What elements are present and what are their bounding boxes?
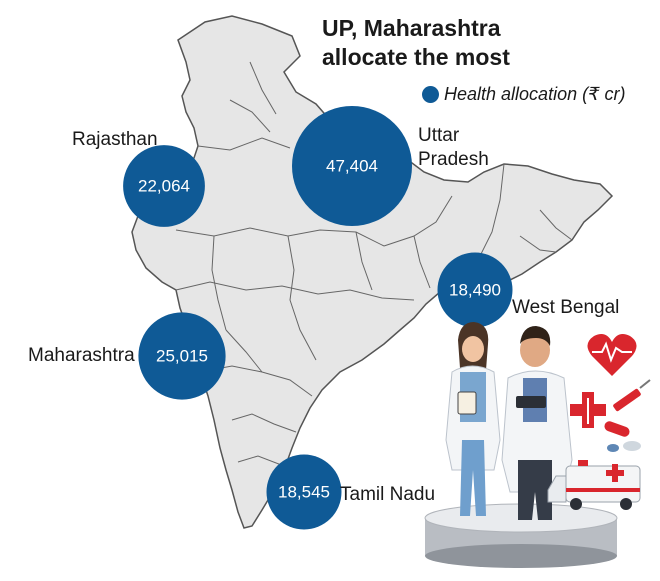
bubble-circle-uttar-pradesh [292, 106, 412, 226]
syringe-icon [613, 379, 651, 412]
state-label-west-bengal: West Bengal [512, 297, 620, 318]
legend-dot-icon [422, 86, 439, 103]
title-line-2: allocate the most [322, 44, 510, 70]
india-outline [131, 15, 614, 529]
state-borders [175, 61, 573, 467]
bubble-maharashtra: 25,015 [138, 312, 226, 400]
bubble-value-maharashtra: 25,015 [156, 346, 208, 365]
bubble-value-rajasthan: 22,064 [138, 176, 190, 195]
legend: Health allocation (₹ cr) [422, 84, 626, 105]
bubble-circle-rajasthan [123, 145, 205, 227]
doctor-female-icon [445, 322, 501, 516]
bubble-circle-west-bengal [437, 252, 513, 328]
medical-cross-icon [570, 392, 606, 428]
bubble-tamil-nadu: 18,545 [266, 454, 342, 530]
state-label-tamil-nadu: Tamil Nadu [340, 484, 436, 505]
pedestal-icon [424, 503, 618, 568]
state-label-uttar-pradesh: Uttar Pradesh [418, 125, 489, 170]
bubble-value-west-bengal: 18,490 [449, 280, 501, 299]
bubble-uttar-pradesh: 47,404 [292, 106, 412, 226]
bubble-circle-tamil-nadu [266, 454, 342, 530]
ambulance-icon [547, 460, 641, 510]
bubbles-layer: 47,404 25,015 22,064 18,545 18,490 [123, 106, 513, 530]
title-line-1: UP, Maharashtra [322, 15, 501, 41]
bubble-rajasthan: 22,064 [123, 145, 205, 227]
bubble-value-uttar-pradesh: 47,404 [326, 156, 378, 175]
legend-label: Health allocation (₹ cr) [444, 84, 626, 104]
bubble-circle-maharashtra [138, 312, 226, 400]
doctor-male-icon [501, 326, 573, 520]
pills-icon [604, 421, 641, 452]
bubble-value-tamil-nadu: 18,545 [278, 482, 330, 501]
state-label-rajasthan: Rajasthan [72, 129, 158, 150]
page-title: UP, Maharashtra allocate the most [322, 14, 510, 72]
heart-icon [587, 334, 637, 376]
bubble-west-bengal: 18,490 [437, 252, 513, 328]
state-label-maharashtra: Maharashtra [28, 345, 135, 366]
